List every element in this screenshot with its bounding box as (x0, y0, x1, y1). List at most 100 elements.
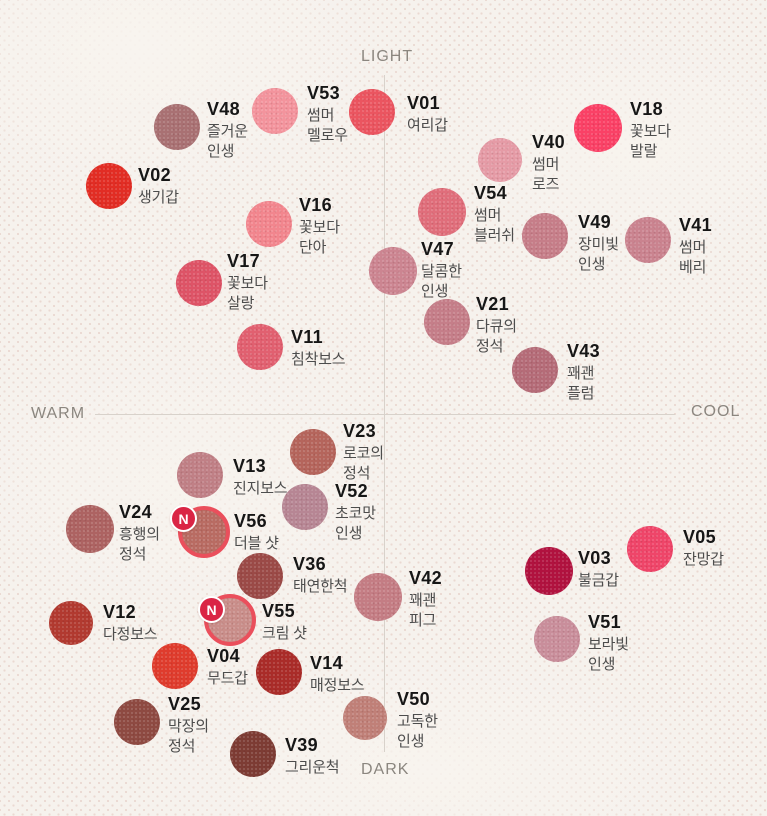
shade-name-line: 멜로우 (307, 127, 348, 144)
swatch-V52 (282, 484, 328, 530)
swatch-V03 (525, 547, 573, 595)
shade-code: V51 (588, 612, 621, 632)
shade-code: V18 (630, 99, 663, 119)
shade-code: V12 (103, 602, 136, 622)
shade-label-V04: V04 무드갑 (207, 647, 248, 689)
shade-name-line: 로코의 (343, 445, 384, 462)
swatch-V04 (152, 643, 198, 689)
shade-name-line: 썸머 (532, 156, 560, 173)
shade-code: V54 (474, 183, 507, 203)
shade-label-V47: V47 달콤한 인생 (421, 240, 462, 302)
shade-label-V53: V53 썸머 멜로우 (307, 84, 348, 146)
shade-name-line: 인생 (397, 733, 425, 750)
shade-name-line: 꽤괜 (567, 365, 595, 382)
swatch-V50 (343, 696, 387, 740)
shade-name-line: 생기갑 (138, 189, 179, 206)
shade-code: V56 (234, 511, 267, 531)
shade-name-line: 살랑 (227, 295, 255, 312)
shade-name-line: 장미빛 (578, 236, 619, 253)
swatch-V54 (418, 188, 466, 236)
axis-label-warm: WARM (31, 405, 86, 422)
shade-code: V03 (578, 548, 611, 568)
shade-name-line: 막장의 (168, 718, 209, 735)
swatch-V11 (237, 324, 283, 370)
shade-code: V04 (207, 646, 240, 666)
shade-name-line: 꽤괜 (409, 592, 437, 609)
shade-name-line: 불금갑 (578, 572, 619, 589)
shade-name-line: 잔망갑 (683, 551, 724, 568)
shade-name-line: 정석 (119, 546, 147, 563)
shade-code: V40 (532, 132, 565, 152)
shade-name-line: 진지보스 (233, 480, 288, 497)
shade-label-V18: V18 꽃보다 발랄 (630, 100, 671, 162)
shade-code: V50 (397, 689, 430, 709)
swatch-V47 (369, 247, 417, 295)
swatch-V14 (256, 649, 302, 695)
shade-name-line: 인생 (421, 283, 449, 300)
shade-code: V05 (683, 527, 716, 547)
shade-label-V02: V02 생기갑 (138, 166, 179, 208)
shade-label-V55: V55 크림 샷 (262, 602, 307, 644)
swatch-V51 (534, 616, 580, 662)
shade-code: V16 (299, 195, 332, 215)
axis-label-cool: COOL (691, 403, 741, 420)
shade-code: V43 (567, 341, 600, 361)
shade-code: V02 (138, 165, 171, 185)
swatch-V41 (625, 217, 671, 263)
shade-label-V13: V13 진지보스 (233, 457, 288, 499)
new-badge-label: N (178, 510, 189, 527)
shade-name-line: 초코맛 (335, 505, 376, 522)
shade-name-line: 태연한척 (293, 578, 348, 595)
shade-label-V05: V05 잔망갑 (683, 528, 724, 570)
shade-label-V51: V51 보라빛 인생 (588, 613, 629, 675)
shade-code: V55 (262, 601, 295, 621)
shade-name-line: 무드갑 (207, 670, 248, 687)
shade-name-line: 정석 (168, 738, 196, 755)
shade-name-line: 보라빛 (588, 636, 629, 653)
swatch-V49 (522, 213, 568, 259)
swatch-V21 (424, 299, 470, 345)
shade-label-V23: V23 로코의 정석 (343, 422, 384, 484)
shade-code: V52 (335, 481, 368, 501)
shade-label-V36: V36 태연한척 (293, 555, 348, 597)
shade-code: V39 (285, 735, 318, 755)
swatch-V13 (177, 452, 223, 498)
swatch-V48 (154, 104, 200, 150)
shade-name-line: 베리 (679, 259, 707, 276)
shade-code: V17 (227, 251, 260, 271)
shade-label-V52: V52 초코맛 인생 (335, 482, 376, 544)
shade-code: V21 (476, 294, 509, 314)
shade-label-V03: V03 불금갑 (578, 549, 619, 591)
axis-label-light: LIGHT (361, 48, 414, 65)
swatch-V02 (86, 163, 132, 209)
shade-label-V14: V14 매정보스 (310, 653, 365, 696)
swatch-V17 (176, 260, 222, 306)
shade-name-line: 인생 (578, 256, 606, 273)
swatch-V43 (512, 347, 558, 393)
shade-name-line: 꽃보다 (630, 123, 671, 140)
shade-name-line: 썸머 (679, 239, 707, 256)
shade-label-V21: V21 다큐의 정석 (476, 295, 517, 357)
shade-code: V25 (168, 694, 201, 714)
shade-label-V50: V50 고독한 인생 (397, 690, 438, 752)
swatch-V42 (354, 573, 402, 621)
shade-name-line: 블러쉬 (474, 227, 515, 244)
vertical-axis-line (384, 75, 385, 752)
shade-code: V14 (310, 653, 343, 673)
shade-label-V39: V39 그리운척 (285, 735, 340, 778)
shade-name-line: 썸머 (474, 207, 502, 224)
swatch-V25 (114, 699, 160, 745)
shade-name-line: 인생 (207, 143, 235, 160)
shade-name-line: 즐거운 (207, 123, 248, 140)
new-badge-V55: N (198, 596, 225, 623)
shade-label-V11: V11 침착보스 (291, 328, 346, 370)
shade-name-line: 꽃보다 (227, 275, 268, 292)
shade-name-line: 피그 (409, 612, 437, 629)
shade-code: V24 (119, 502, 152, 522)
shade-label-V01: V01 여리갑 (407, 94, 448, 136)
swatch-V36 (237, 553, 283, 599)
